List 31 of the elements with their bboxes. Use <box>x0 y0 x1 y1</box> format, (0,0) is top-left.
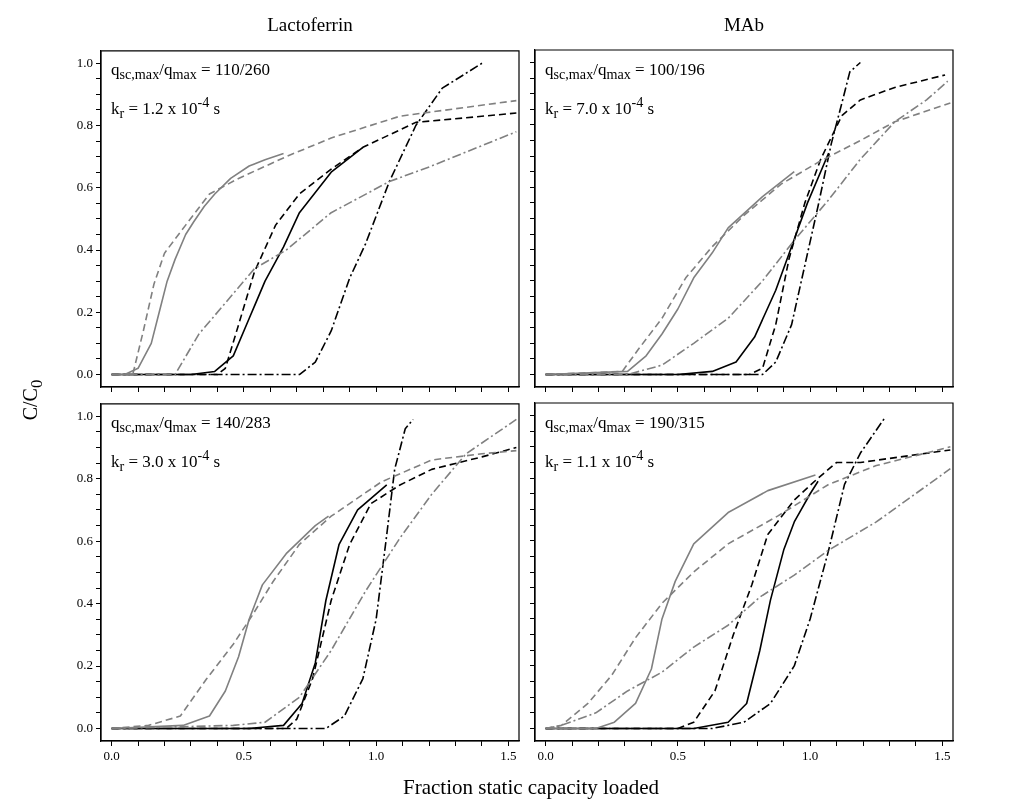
chart-title: Lactoferrin <box>266 14 354 36</box>
annotation: q$_{sc,max}$/q$_{max}$ = 140/283 <box>111 412 271 438</box>
chart-title: MAb <box>722 14 766 36</box>
annotation: q$_{sc,max}$/q$_{max}$ = 190/315 <box>545 412 705 438</box>
x-tick-label: 0.5 <box>235 748 252 764</box>
x-tick-label: 1.0 <box>802 748 819 764</box>
annotation: k$_{r}$ = 7.0 x 10$^{-4}$ s <box>545 93 656 124</box>
x-tick-label: 0.5 <box>669 748 686 764</box>
annotation: k$_{r}$ = 1.2 x 10$^{-4}$ s <box>111 93 222 124</box>
y-tick-label: 0.6 <box>76 179 94 195</box>
x-axis-title: Fraction static capacity loaded <box>402 775 660 799</box>
annotation: k$_{r}$ = 1.1 x 10$^{-4}$ s <box>545 446 656 477</box>
y-tick-label: 0.4 <box>76 241 94 257</box>
y-tick-label: 0.0 <box>76 365 93 381</box>
y-tick-label: 0.4 <box>76 595 94 611</box>
x-tick-label: 0.0 <box>103 748 120 764</box>
y-tick-label: 0.8 <box>76 470 93 486</box>
x-tick-label: 0.0 <box>537 748 554 764</box>
y-tick-label: 0.8 <box>76 116 93 132</box>
y-tick-label: 0.2 <box>76 303 93 319</box>
x-tick-label: 1.0 <box>368 748 385 764</box>
x-tick-label: 1.5 <box>500 748 517 764</box>
x-tick-label: 1.5 <box>934 748 951 764</box>
y-tick-label: 1.0 <box>76 54 93 70</box>
annotation: k$_{r}$ = 3.0 x 10$^{-4}$ s <box>111 446 222 477</box>
y-tick-label: 0.2 <box>76 657 93 673</box>
annotation: q$_{sc,max}$/q$_{max}$ = 100/196 <box>545 59 705 85</box>
annotation: q$_{sc,max}$/q$_{max}$ = 110/260 <box>111 59 271 85</box>
y-tick-label: 0.0 <box>76 719 93 735</box>
y-tick-label: 0.6 <box>76 532 94 548</box>
y-tick-label: 1.0 <box>76 407 93 423</box>
